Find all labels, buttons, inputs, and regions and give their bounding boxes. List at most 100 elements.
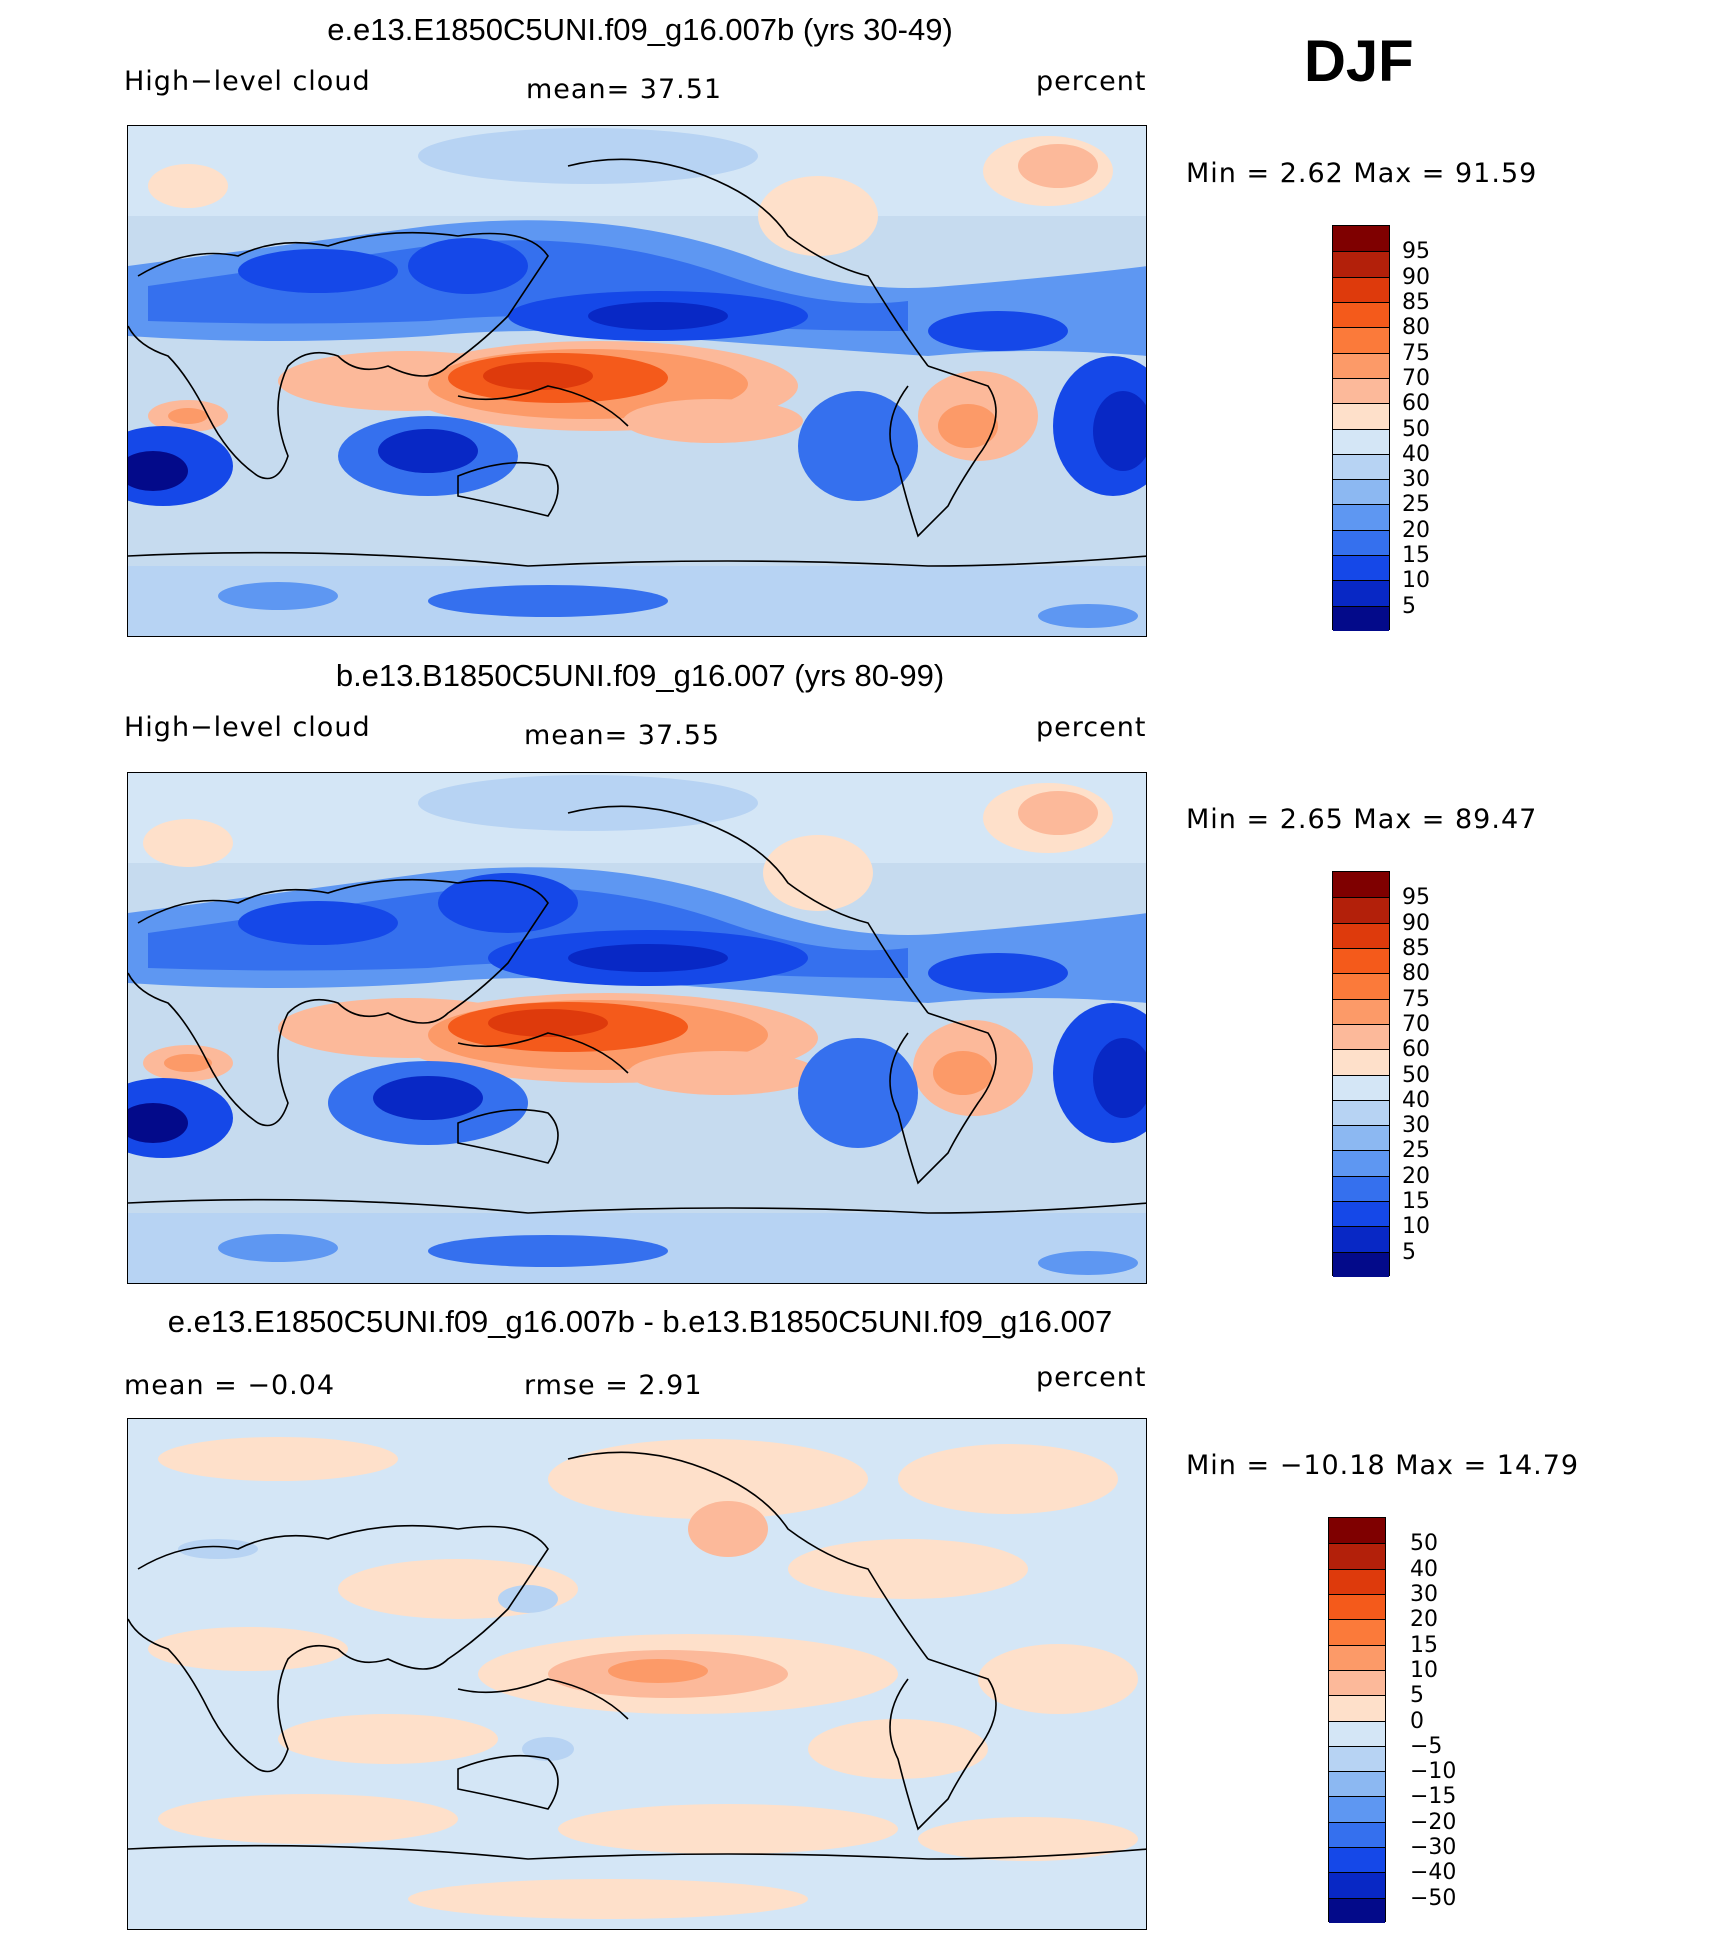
colorbar-tick-label: 25 [1402, 492, 1430, 518]
colorbar-swatch [1329, 1796, 1385, 1822]
colorbar-tick-label: 60 [1402, 391, 1430, 417]
colorbar-swatch [1333, 947, 1389, 974]
colorbar-swatch [1329, 1695, 1385, 1721]
colorbar-tick-label: 70 [1402, 365, 1430, 391]
colorbar-swatch [1333, 1049, 1389, 1075]
colorbar-swatch [1329, 1543, 1385, 1569]
panel-3-colorbar: 50 40 30 20 15 10 5 0 −5 −10 −15 −20 −30 −40 −50 [1328, 1517, 1468, 1923]
colorbar-swatch [1333, 377, 1389, 404]
panel-2-title: b.e13.B1850C5UNI.f09_g16.007 (yrs 80-99) [335, 658, 945, 693]
colorbar-tick-label: 40 [1410, 1556, 1438, 1582]
colorbar-swatch [1333, 1226, 1389, 1252]
panel-1-contour-field [128, 126, 1146, 636]
colorbar-tick-label: −50 [1410, 1885, 1457, 1911]
colorbar-swatch [1329, 1669, 1385, 1696]
colorbar-tick-label: 15 [1402, 543, 1430, 569]
panel-3-mean-label: mean = −0.04 [124, 1370, 336, 1401]
panel-3-rmse-label: rmse = 2.91 [524, 1370, 703, 1401]
panel-3-title: e.e13.E1850C5UNI.f09_g16.007b - b.e13.B1… [167, 1304, 1113, 1339]
colorbar-swatch [1333, 327, 1389, 353]
colorbar-swatch [1329, 1720, 1385, 1746]
colorbar-tick-label: 20 [1402, 1163, 1430, 1189]
panel-2-minmax-stats: Min = 2.65 Max = 89.47 [1186, 804, 1538, 835]
colorbar-swatch [1329, 1518, 1385, 1544]
colorbar-tick-label: 5 [1410, 1683, 1424, 1709]
colorbar-tick-label: 5 [1402, 1239, 1416, 1265]
colorbar-swatch [1333, 555, 1389, 581]
panel-2-colorbar: 95 90 85 80 75 70 60 50 40 30 25 20 15 10 5 [1332, 871, 1472, 1277]
colorbar-tick-label: 50 [1410, 1531, 1438, 1557]
colorbar-swatch [1333, 1023, 1389, 1050]
colorbar-tick-label: 5 [1402, 593, 1416, 619]
colorbar-tick-label: 75 [1402, 986, 1430, 1012]
colorbar-tick-label: 85 [1402, 935, 1430, 961]
colorbar-swatch [1329, 1872, 1385, 1898]
colorbar-tick-label: 70 [1402, 1011, 1430, 1037]
colorbar-swatch [1329, 1847, 1385, 1873]
colorbar-tick-label: 80 [1402, 961, 1430, 987]
panel-2-contour-field [128, 773, 1146, 1283]
colorbar-swatch [1333, 479, 1389, 505]
colorbar-tick-label: 20 [1402, 517, 1430, 543]
panel-3-minmax-stats: Min = −10.18 Max = 14.79 [1186, 1450, 1580, 1481]
colorbar-swatch [1329, 1619, 1385, 1645]
colorbar-tick-label: −40 [1410, 1860, 1457, 1886]
colorbar-swatch [1333, 897, 1389, 923]
colorbar-tick-label: 40 [1402, 1087, 1430, 1113]
colorbar-tick-label: 10 [1402, 568, 1430, 594]
panel-1-minmax-stats: Min = 2.62 Max = 91.59 [1186, 158, 1538, 189]
panel-1-coastlines [128, 158, 1146, 567]
panel-1-colorbar: 95 90 85 80 75 70 60 50 40 30 25 20 15 10 5 [1332, 225, 1472, 631]
colorbar-swatch [1329, 1568, 1385, 1594]
colorbar-tick-label: 30 [1410, 1581, 1438, 1607]
colorbar-tick-label: 30 [1402, 467, 1430, 493]
colorbar-swatch [1333, 1150, 1389, 1176]
colorbar-swatch [1329, 1644, 1385, 1670]
panel-1-map [127, 125, 1147, 637]
colorbar-tick-label: 10 [1402, 1214, 1430, 1240]
colorbar-tick-label: 50 [1402, 1062, 1430, 1088]
colorbar-swatch [1333, 1074, 1389, 1100]
colorbar-tick-label: 25 [1402, 1138, 1430, 1164]
colorbar-swatch [1333, 403, 1389, 429]
season-label: DJF [1304, 29, 1414, 94]
panel-1-variable-label: High−level cloud [124, 66, 371, 97]
colorbar-tick-label: 0 [1410, 1708, 1424, 1734]
panel-2-variable-label: High−level cloud [124, 712, 371, 743]
colorbar-swatch [1333, 1175, 1389, 1202]
colorbar-swatch [1329, 1897, 1385, 1923]
colorbar-tick-label: 90 [1402, 264, 1430, 290]
colorbar-tick-label: 20 [1410, 1607, 1438, 1633]
colorbar-swatch [1333, 580, 1389, 606]
colorbar-swatch [1333, 276, 1389, 302]
panel-2-coastlines [128, 805, 1146, 1214]
colorbar-swatch [1329, 1771, 1385, 1797]
colorbar-swatch [1333, 1251, 1389, 1277]
panel-1-title: e.e13.E1850C5UNI.f09_g16.007b (yrs 30-49… [327, 12, 953, 47]
panel-3-colorbar-box [1328, 1517, 1386, 1923]
colorbar-swatch [1329, 1821, 1385, 1848]
colorbar-swatch [1333, 226, 1389, 252]
colorbar-swatch [1333, 453, 1389, 480]
colorbar-swatch [1333, 872, 1389, 898]
colorbar-tick-label: 50 [1402, 416, 1430, 442]
colorbar-tick-label: −30 [1410, 1835, 1457, 1861]
colorbar-swatch [1333, 428, 1389, 454]
colorbar-swatch [1333, 998, 1389, 1024]
colorbar-swatch [1333, 1099, 1389, 1126]
panel-3-units-label: percent [1036, 1362, 1147, 1393]
colorbar-swatch [1333, 251, 1389, 277]
colorbar-tick-label: 40 [1402, 441, 1430, 467]
colorbar-tick-label: −10 [1410, 1759, 1457, 1785]
panel-2-units-label: percent [1036, 712, 1147, 743]
colorbar-tick-label: 15 [1410, 1632, 1438, 1658]
panel-1-colorbar-box [1332, 225, 1390, 631]
colorbar-tick-label: 75 [1402, 340, 1430, 366]
colorbar-tick-label: 85 [1402, 289, 1430, 315]
panel-3-coastlines [128, 1451, 1146, 1860]
colorbar-tick-label: 95 [1402, 239, 1430, 265]
panel-3-map [127, 1418, 1147, 1930]
colorbar-tick-label: 90 [1402, 910, 1430, 936]
panel-1-mean-label: mean= 37.51 [526, 74, 723, 105]
colorbar-swatch [1329, 1745, 1385, 1772]
